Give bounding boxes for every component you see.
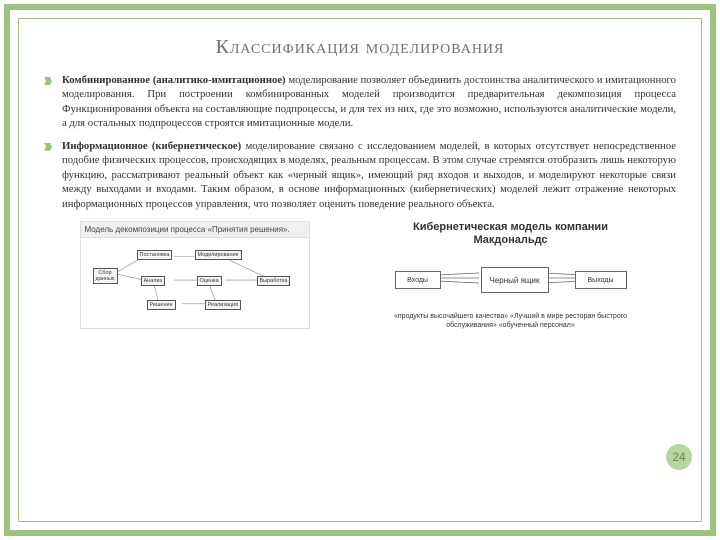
figure-decomposition: Модель декомпозиции процесса «Принятия р… [80,221,310,330]
bullet-item: Информационное (кибернетическое) моделир… [44,139,676,211]
bullet-bold: Информационное (кибернетическое) [62,140,241,152]
slide-content: Классификация моделирования Комбинирован… [44,30,676,510]
figure-left-body: Сбор данных Постановка Моделирование Ана… [80,238,310,329]
flow-node: Постановка [137,250,173,260]
blackbox-inputs: Входы [395,271,441,289]
page-title: Классификация моделирования [44,36,676,59]
flow-node: Реализация [205,300,242,310]
flow-node: Выработка [257,276,291,286]
flow-node: Оценка [197,276,222,286]
flow-node: Сбор данных [93,268,118,284]
blackbox-caption: «продукты высочайшего качества» «Лучший … [381,313,641,330]
figure-blackbox: Кибернетическая модель компании Макдонал… [381,221,641,330]
flow-node: Анализ [141,276,166,286]
page-number-badge: 24 [666,444,692,470]
blackbox-outputs: Выходы [575,271,627,289]
bullet-bold: Комбинированное (аналитико-имитационное) [62,74,286,86]
flow-node: Моделирование [195,250,242,260]
figure-left-title: Модель декомпозиции процесса «Принятия р… [80,221,310,238]
bullet-list: Комбинированное (аналитико-имитационное)… [44,73,676,211]
figures-row: Модель декомпозиции процесса «Принятия р… [44,221,676,330]
blackbox-center: Черный ящик [481,267,549,293]
blackbox-area: Входы Черный ящик Выходы [381,253,641,313]
page-number: 24 [672,450,685,464]
flowchart: Сбор данных Постановка Моделирование Ана… [87,244,303,322]
flow-node: Решение [147,300,176,310]
bullet-item: Комбинированное (аналитико-имитационное)… [44,73,676,131]
figure-right-title: Кибернетическая модель компании Макдонал… [381,221,641,247]
